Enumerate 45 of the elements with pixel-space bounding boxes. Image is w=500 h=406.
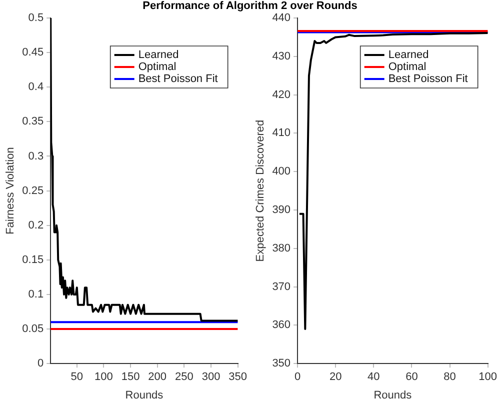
x-tick-label: 0 xyxy=(294,371,301,384)
legend-label: Best Poisson Fit xyxy=(388,73,468,86)
y-tick-label: 420 xyxy=(272,88,291,101)
x-tick-label: 20 xyxy=(329,371,342,384)
x-tick-label: 300 xyxy=(202,371,220,384)
y-tick-label: 370 xyxy=(272,280,291,293)
y-tick-label: 0.4 xyxy=(28,81,44,94)
y-axis-title: Expected Crimes Discovered xyxy=(254,120,267,262)
y-tick-label: 380 xyxy=(272,242,291,254)
y-tick-label: 0 xyxy=(37,358,44,370)
x-tick-label: 100 xyxy=(94,371,113,384)
y-tick-label: 360 xyxy=(272,319,291,332)
x-tick-label: 50 xyxy=(70,371,84,384)
y-tick-label: 0.5 xyxy=(28,12,44,24)
y-tick-label: 350 xyxy=(272,358,291,370)
x-tick-label: 40 xyxy=(368,371,380,384)
legend-label: Learned xyxy=(138,49,179,62)
y-tick-label: 0.1 xyxy=(28,288,44,301)
x-tick-label: 100 xyxy=(478,371,498,384)
y-tick-label: 0.45 xyxy=(22,46,44,59)
x-axis-title: Rounds xyxy=(374,389,412,402)
y-tick-label: 400 xyxy=(272,166,291,178)
x-tick-label: 80 xyxy=(444,371,456,384)
y-tick-label: 0.15 xyxy=(22,254,44,266)
y-tick-label: 430 xyxy=(272,50,291,62)
x-tick-label: 200 xyxy=(148,371,167,384)
y-tick-label: 410 xyxy=(272,127,291,140)
y-tick-label: 0.3 xyxy=(28,150,44,162)
y-tick-label: 0.2 xyxy=(28,219,44,232)
y-tick-label: 390 xyxy=(272,204,291,216)
legend-label: Best Poisson Fit xyxy=(138,73,218,86)
y-tick-label: 0.25 xyxy=(22,184,44,197)
x-tick-label: 60 xyxy=(406,371,418,384)
legend-label: Optimal xyxy=(138,61,176,74)
x-axis-title: Rounds xyxy=(125,389,164,402)
legend-label: Learned xyxy=(388,49,429,62)
x-tick-label: 350 xyxy=(228,371,248,384)
y-tick-label: 0.35 xyxy=(22,116,44,128)
x-tick-label: 150 xyxy=(121,371,140,384)
x-tick-label: 250 xyxy=(175,371,194,384)
y-axis-title: Fairness Violation xyxy=(4,147,17,234)
chart-title: Performance of Algorithm 2 over Rounds xyxy=(142,0,358,13)
y-tick-label: 0.05 xyxy=(22,323,44,336)
y-tick-label: 440 xyxy=(272,12,291,24)
legend-label: Optimal xyxy=(388,61,426,74)
